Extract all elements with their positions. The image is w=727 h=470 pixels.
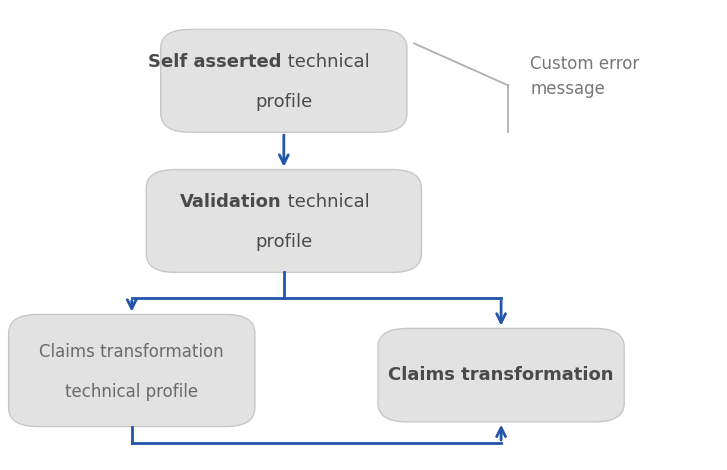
FancyBboxPatch shape	[146, 170, 422, 273]
Text: Validation: Validation	[180, 193, 281, 212]
Text: technical: technical	[281, 193, 369, 212]
Text: Self asserted: Self asserted	[148, 53, 281, 71]
Text: technical profile: technical profile	[65, 383, 198, 400]
Text: technical: technical	[281, 53, 369, 71]
Text: profile: profile	[255, 233, 313, 251]
Text: profile: profile	[255, 93, 313, 111]
Text: Claims transformation: Claims transformation	[388, 366, 614, 384]
FancyBboxPatch shape	[9, 314, 255, 427]
Text: Custom error
message: Custom error message	[530, 55, 639, 98]
FancyBboxPatch shape	[378, 329, 624, 422]
FancyBboxPatch shape	[161, 30, 407, 132]
Text: Claims transformation: Claims transformation	[39, 343, 224, 361]
